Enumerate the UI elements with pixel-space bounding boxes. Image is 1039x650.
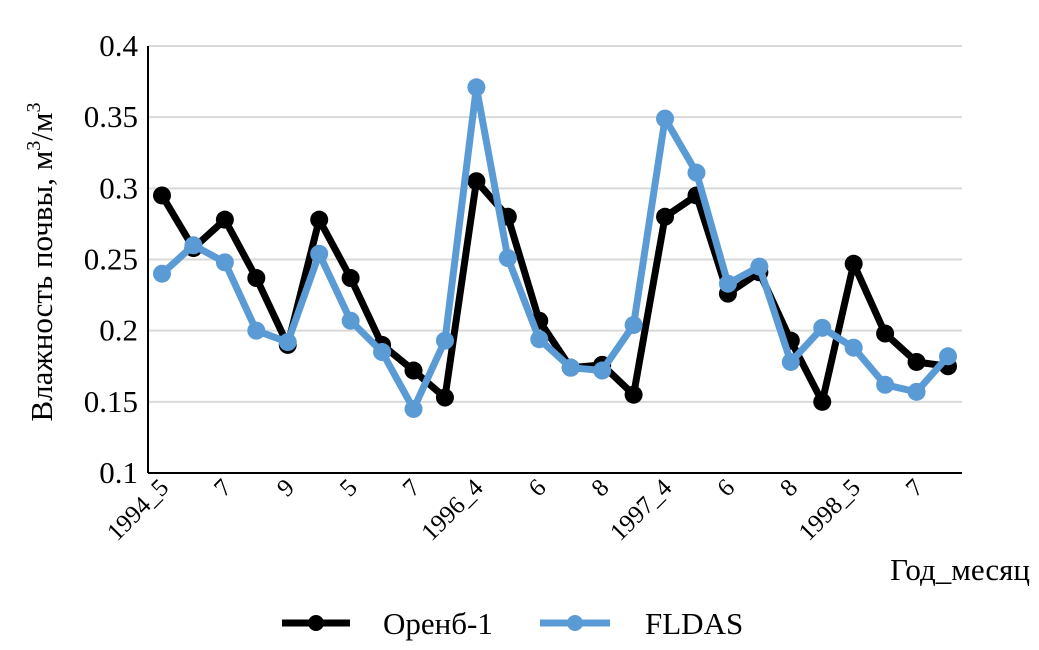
data-point bbox=[624, 315, 643, 334]
data-point bbox=[153, 264, 171, 283]
data-point bbox=[781, 352, 800, 371]
y-tick-label: 0.2 bbox=[99, 313, 138, 348]
data-point bbox=[341, 311, 360, 330]
data-point bbox=[844, 338, 863, 357]
data-point bbox=[404, 399, 423, 418]
data-point bbox=[184, 236, 203, 255]
data-point bbox=[247, 269, 266, 288]
data-point bbox=[215, 253, 234, 272]
x-tick-label: 7 bbox=[901, 474, 929, 502]
data-point bbox=[656, 207, 675, 226]
data-point bbox=[215, 210, 234, 229]
data-point bbox=[750, 257, 769, 276]
data-point bbox=[561, 358, 580, 377]
data-point bbox=[813, 318, 832, 337]
y-axis-title: Влажность почвы, м3/м3 bbox=[23, 102, 59, 421]
legend-item-orenb: Оренб-1 bbox=[282, 606, 493, 641]
series-line bbox=[158, 177, 949, 406]
y-tick-label: 0.1 bbox=[99, 455, 138, 490]
legend: Оренб-1 FLDAS bbox=[282, 606, 743, 641]
data-point bbox=[593, 361, 612, 380]
x-tick-label: 8 bbox=[586, 474, 614, 502]
data-point bbox=[467, 172, 486, 191]
legend-item-fldas: FLDAS bbox=[540, 606, 743, 641]
data-point bbox=[876, 375, 895, 394]
data-point bbox=[278, 333, 297, 352]
data-point bbox=[498, 249, 517, 268]
data-point bbox=[310, 244, 329, 263]
x-tick-label: 6 bbox=[524, 474, 552, 502]
series-orenb bbox=[153, 172, 957, 411]
data-point bbox=[813, 392, 832, 411]
x-tick-label: 1997_4 bbox=[605, 474, 677, 546]
series-fldas bbox=[153, 78, 957, 418]
y-tick-label: 0.3 bbox=[99, 170, 138, 205]
x-tick-label: 1996_4 bbox=[417, 474, 489, 546]
y-tick-label: 0.35 bbox=[84, 99, 138, 134]
x-tick-label: 5 bbox=[335, 474, 363, 502]
data-point bbox=[718, 274, 737, 293]
data-point bbox=[530, 330, 549, 349]
data-point bbox=[310, 210, 329, 229]
data-point bbox=[844, 254, 863, 273]
x-tick-label: 1998_5 bbox=[794, 474, 866, 546]
data-point bbox=[341, 269, 360, 288]
y-tick-label: 0.4 bbox=[99, 28, 138, 63]
x-tick-label: 7 bbox=[398, 474, 426, 502]
legend-label-orenb: Оренб-1 bbox=[383, 606, 493, 641]
y-tick-label: 0.15 bbox=[84, 384, 138, 419]
data-point bbox=[153, 186, 171, 205]
data-point bbox=[876, 324, 895, 343]
data-point bbox=[435, 388, 454, 407]
legend-marker-fldas bbox=[567, 615, 583, 631]
data-point bbox=[907, 382, 926, 401]
x-tick-label: 8 bbox=[775, 474, 803, 502]
x-axis-title: Год_месяц bbox=[890, 552, 1030, 587]
data-point bbox=[624, 385, 643, 404]
data-point bbox=[435, 331, 454, 350]
x-tick-label: 9 bbox=[272, 474, 300, 502]
data-point bbox=[939, 347, 957, 366]
data-point bbox=[687, 163, 706, 182]
y-tick-labels: 0.1 0.15 0.2 0.25 0.3 0.35 0.4 bbox=[84, 28, 139, 490]
x-tick-label: 7 bbox=[209, 474, 237, 502]
series-lines bbox=[153, 78, 957, 418]
data-point bbox=[373, 343, 392, 362]
legend-label-fldas: FLDAS bbox=[645, 606, 743, 641]
data-point bbox=[467, 78, 486, 97]
legend-marker-orenb bbox=[308, 615, 324, 631]
y-tick-label: 0.25 bbox=[84, 242, 138, 277]
data-point bbox=[656, 109, 675, 128]
data-point bbox=[907, 352, 926, 371]
data-point bbox=[404, 361, 423, 380]
x-tick-label: 6 bbox=[712, 474, 740, 502]
data-point bbox=[247, 321, 266, 340]
